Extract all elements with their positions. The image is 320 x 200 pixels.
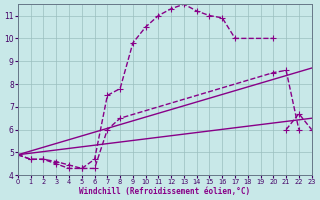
X-axis label: Windchill (Refroidissement éolien,°C): Windchill (Refroidissement éolien,°C) bbox=[79, 187, 250, 196]
